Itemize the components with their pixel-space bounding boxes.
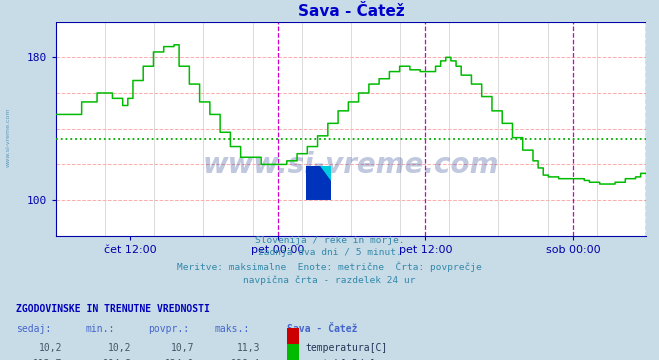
Text: 134,0: 134,0 — [165, 359, 194, 360]
Bar — [287, 328, 299, 344]
Text: 186,4: 186,4 — [231, 359, 260, 360]
Text: 10,7: 10,7 — [171, 343, 194, 352]
Text: 10,2: 10,2 — [39, 343, 63, 352]
Polygon shape — [306, 166, 319, 183]
Text: www.si-vreme.com: www.si-vreme.com — [203, 151, 499, 179]
Text: ZGODOVINSKE IN TRENUTNE VREDNOSTI: ZGODOVINSKE IN TRENUTNE VREDNOSTI — [16, 304, 210, 314]
Text: Slovenija / reke in morje.
zadnja dva dni / 5 minut.
Meritve: maksimalne  Enote:: Slovenija / reke in morje. zadnja dva dn… — [177, 236, 482, 285]
Polygon shape — [306, 166, 331, 200]
Text: Sava - Čatež: Sava - Čatež — [287, 324, 357, 334]
Text: 113,7: 113,7 — [33, 359, 63, 360]
Title: Sava - Čatež: Sava - Čatež — [298, 4, 404, 19]
Bar — [287, 344, 299, 360]
Polygon shape — [319, 166, 331, 183]
Text: 10,2: 10,2 — [108, 343, 132, 352]
Text: sedaj:: sedaj: — [16, 324, 51, 334]
Text: temperatura[C]: temperatura[C] — [305, 343, 387, 352]
Text: 11,3: 11,3 — [237, 343, 260, 352]
Text: maks.:: maks.: — [214, 324, 249, 334]
Text: povpr.:: povpr.: — [148, 324, 189, 334]
Text: 104,3: 104,3 — [102, 359, 132, 360]
Text: min.:: min.: — [86, 324, 115, 334]
Text: pretok[m3/s]: pretok[m3/s] — [305, 359, 376, 360]
Text: www.si-vreme.com: www.si-vreme.com — [6, 107, 11, 167]
